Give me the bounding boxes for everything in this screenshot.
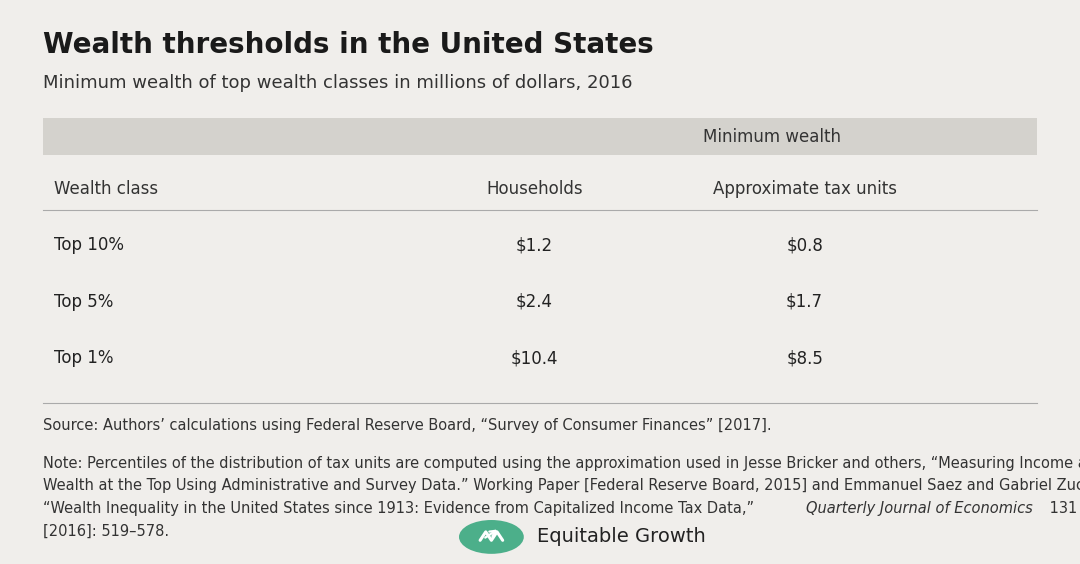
Text: Top 5%: Top 5% [54, 293, 113, 311]
Text: $8.5: $8.5 [786, 349, 823, 367]
Text: Quarterly Journal of Economics: Quarterly Journal of Economics [806, 501, 1032, 516]
Text: $0.8: $0.8 [786, 236, 823, 254]
Text: $10.4: $10.4 [511, 349, 558, 367]
Text: Wealth thresholds in the United States: Wealth thresholds in the United States [43, 31, 654, 59]
Text: “Wealth Inequality in the United States since 1913: Evidence from Capitalized In: “Wealth Inequality in the United States … [43, 501, 759, 516]
Circle shape [459, 520, 524, 554]
Text: Equitable Growth: Equitable Growth [537, 527, 705, 547]
Text: Source: Authors’ calculations using Federal Reserve Board, “Survey of Consumer F: Source: Authors’ calculations using Fede… [43, 418, 772, 434]
Text: Note: Percentiles of the distribution of tax units are computed using the approx: Note: Percentiles of the distribution of… [43, 456, 1080, 471]
Text: $2.4: $2.4 [516, 293, 553, 311]
Text: $1.7: $1.7 [786, 293, 823, 311]
Text: Minimum wealth of top wealth classes in millions of dollars, 2016: Minimum wealth of top wealth classes in … [43, 74, 633, 92]
Text: Approximate tax units: Approximate tax units [713, 180, 896, 199]
Text: $1.2: $1.2 [516, 236, 553, 254]
Text: Wealth at the Top Using Administrative and Survey Data.” Working Paper [Federal : Wealth at the Top Using Administrative a… [43, 478, 1080, 494]
Text: Top 10%: Top 10% [54, 236, 124, 254]
Text: [2016]: 519–578.: [2016]: 519–578. [43, 523, 170, 539]
FancyBboxPatch shape [43, 118, 1037, 155]
Text: Households: Households [486, 180, 583, 199]
Text: Minimum wealth: Minimum wealth [703, 128, 841, 146]
Text: Top 1%: Top 1% [54, 349, 113, 367]
Text: 131 [2]: 131 [2] [1044, 501, 1080, 516]
Text: Wealth class: Wealth class [54, 180, 158, 199]
